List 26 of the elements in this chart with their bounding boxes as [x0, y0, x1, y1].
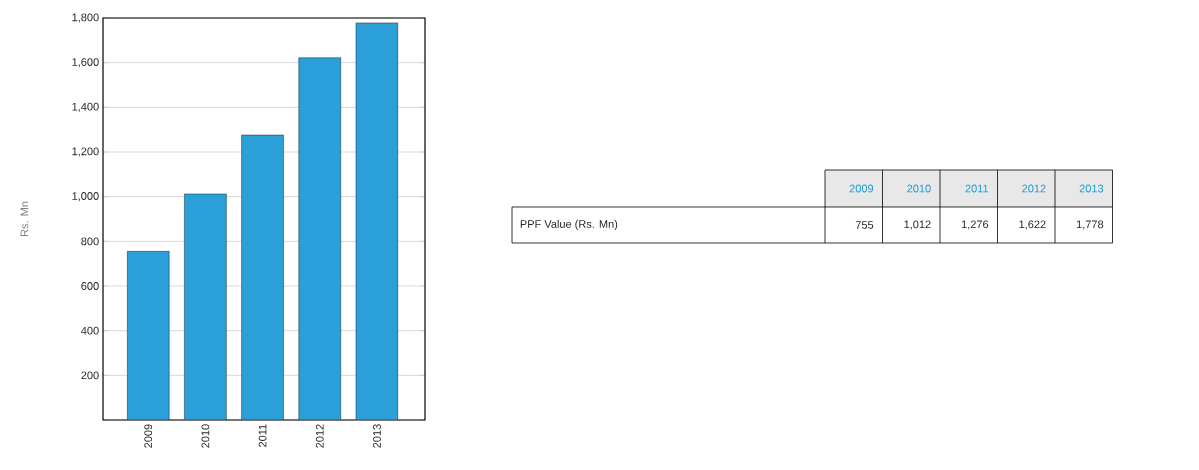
- y-tick-label: 1,600: [72, 58, 99, 68]
- category-label: 2009: [849, 184, 874, 193]
- y-tick-label: 1,000: [72, 192, 99, 202]
- category-label: 2012: [1022, 184, 1046, 193]
- category-label: 2013: [1079, 184, 1104, 193]
- text: 1,276: [961, 220, 989, 230]
- category-label: 2011: [965, 184, 989, 193]
- text: 1,778: [1076, 220, 1104, 230]
- y-tick-label: 1,200: [72, 147, 99, 157]
- y-tick-label: 1,800: [72, 13, 99, 23]
- y-tick-label: 1,400: [72, 102, 99, 112]
- y-tick-label: 800: [81, 237, 99, 246]
- text: 1,622: [1019, 220, 1046, 230]
- text: 1,012: [904, 220, 931, 230]
- y-tick-label: 200: [81, 371, 99, 380]
- x-tick-label: 2010: [201, 424, 210, 448]
- x-tick-label: 2009: [144, 424, 153, 448]
- x-tick-label: 2013: [373, 424, 381, 448]
- x-tick-label: 2011: [258, 424, 267, 447]
- text: PPF Value (Rs. Mn): [520, 219, 618, 231]
- category-label: 2010: [907, 184, 931, 193]
- x-tick-label: 2012: [315, 424, 324, 448]
- y-axis-title: Rs. Mn: [20, 201, 29, 237]
- text: 755: [855, 221, 874, 229]
- y-tick-label: 600: [81, 282, 99, 290]
- y-tick-label: 400: [81, 326, 99, 335]
